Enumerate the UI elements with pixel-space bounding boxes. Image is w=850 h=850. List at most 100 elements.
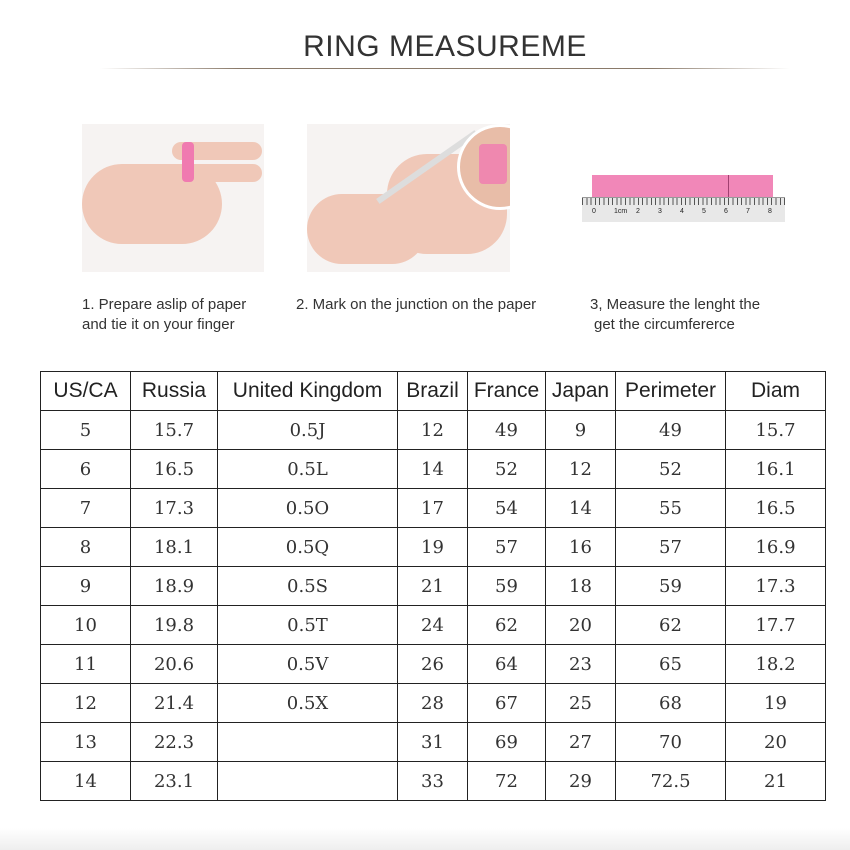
table-cell: 16.9 [725,527,826,567]
table-cell: 52 [615,449,726,489]
table-cell: 69 [467,722,546,762]
step1-caption: 1. Prepare aslip of paper and tie it on … [82,296,247,333]
table-cell: 19 [725,683,826,723]
table-cell: 0.5O [217,488,398,528]
table-row: 14 23.1 33 72 29 72.5 21 [40,761,826,801]
table-row: 11 20.6 0.5V 26 64 23 65 18.2 [40,644,826,684]
table-cell: 57 [615,527,726,567]
table-cell: 16.5 [130,449,218,489]
table-cell: 9 [545,410,616,450]
table-cell: 14 [40,761,131,801]
ruler: 0 1cm 2 3 4 5 6 7 8 [582,197,785,222]
table-cell: 62 [615,605,726,645]
table-cell: 18 [545,566,616,606]
table-cell: 27 [545,722,616,762]
table-cell: 19 [397,527,468,567]
table-cell: 20 [545,605,616,645]
table-row: 7 17.3 0.5O 17 54 14 55 16.5 [40,488,826,528]
step2-caption: 2. Mark on the junction on the paper [296,296,537,313]
table-cell: 17.7 [725,605,826,645]
table-cell: 29 [545,761,616,801]
page-title: RING MEASUREME [303,30,587,63]
table-cell: 12 [545,449,616,489]
table-cell: 15.7 [130,410,218,450]
table-cell: 18.2 [725,644,826,684]
table-row: 10 19.8 0.5T 24 62 20 62 17.7 [40,605,826,645]
table-cell: 31 [397,722,468,762]
table-cell: 15.7 [725,410,826,450]
table-cell: 59 [615,566,726,606]
table-cell [217,761,398,801]
table-cell: 6 [40,449,131,489]
table-row: 9 18.9 0.5S 21 59 18 59 17.3 [40,566,826,606]
table-cell: 49 [467,410,546,450]
table-cell: 72.5 [615,761,726,801]
table-cell: 59 [467,566,546,606]
table-cell: 21 [397,566,468,606]
table-cell: 19.8 [130,605,218,645]
table-cell: 0.5S [217,566,398,606]
bottom-shadow [0,828,850,850]
table-cell: 22.3 [130,722,218,762]
table-cell: 33 [397,761,468,801]
table-cell: 17.3 [725,566,826,606]
table-cell: 28 [397,683,468,723]
table-cell: 64 [467,644,546,684]
table-cell: 55 [615,488,726,528]
table-cell: 13 [40,722,131,762]
table-cell: 12 [397,410,468,450]
table-cell: 23.1 [130,761,218,801]
column-header: Japan [545,371,616,411]
table-cell: 23 [545,644,616,684]
table-cell: 65 [615,644,726,684]
column-header: United Kingdom [217,371,398,411]
table-cell: 62 [467,605,546,645]
table-cell: 0.5V [217,644,398,684]
column-header: Russia [130,371,218,411]
title-divider [100,68,790,69]
table-cell: 0.5Q [217,527,398,567]
column-header: France [467,371,546,411]
step3-caption: 3, Measure the lenght the get the circum… [590,296,761,333]
table-row: 13 22.3 31 69 27 70 20 [40,722,826,762]
table-cell: 67 [467,683,546,723]
table-cell: 54 [467,488,546,528]
table-cell: 16.5 [725,488,826,528]
column-header: US/CA [40,371,131,411]
table-cell: 72 [467,761,546,801]
table-cell: 0.5T [217,605,398,645]
table-cell: 18.9 [130,566,218,606]
table-cell: 9 [40,566,131,606]
table-cell: 5 [40,410,131,450]
ring-size-table: US/CA Russia United Kingdom Brazil France Jap… [40,371,826,801]
table-cell: 26 [397,644,468,684]
table-cell: 14 [397,449,468,489]
table-row: 12 21.4 0.5X 28 67 25 68 19 [40,683,826,723]
table-cell: 16 [545,527,616,567]
table-row: 6 16.5 0.5L 14 52 12 52 16.1 [40,449,826,489]
table-cell: 21 [725,761,826,801]
table-cell [217,722,398,762]
table-cell: 20.6 [130,644,218,684]
table-cell: 25 [545,683,616,723]
table-cell: 20 [725,722,826,762]
table-cell: 14 [545,488,616,528]
table-cell: 49 [615,410,726,450]
table-cell: 0.5X [217,683,398,723]
column-header: Diam [725,371,826,411]
column-header: Perimeter [615,371,726,411]
table-cell: 57 [467,527,546,567]
table-row: 5 15.7 0.5J 12 49 9 49 15.7 [40,410,826,450]
table-cell: 12 [40,683,131,723]
table-cell: 11 [40,644,131,684]
table-cell: 21.4 [130,683,218,723]
column-header: Brazil [397,371,468,411]
table-cell: 17.3 [130,488,218,528]
table-cell: 68 [615,683,726,723]
table-cell: 8 [40,527,131,567]
table-header-row: US/CA Russia United Kingdom Brazil France Jap… [40,371,826,411]
table-cell: 18.1 [130,527,218,567]
table-cell: 0.5J [217,410,398,450]
table-cell: 24 [397,605,468,645]
table-cell: 10 [40,605,131,645]
